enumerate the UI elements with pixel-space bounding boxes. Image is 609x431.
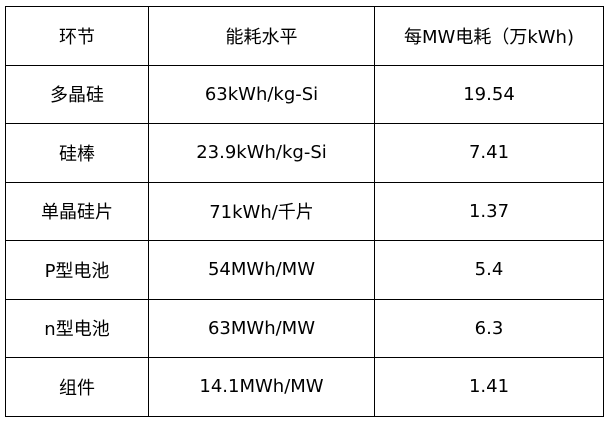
table-cell: 多晶硅 xyxy=(5,64,149,124)
energy-consumption-table: 环节 能耗水平 每MW电耗（万kWh) 多晶硅 63kWh/kg-Si 19.54 硅… xyxy=(5,6,604,417)
table-cell: 7.41 xyxy=(374,123,604,183)
table-cell: P型电池 xyxy=(5,240,149,300)
table-cell: 14.1MWh/MW xyxy=(148,357,375,417)
table-cell: 6.3 xyxy=(374,298,604,358)
table-cell: 1.37 xyxy=(374,181,604,241)
table-cell: 硅棒 xyxy=(5,123,149,183)
table-cell: 5.4 xyxy=(374,240,604,300)
header-row: 环节 能耗水平 每MW电耗（万kWh) xyxy=(5,6,604,66)
header-cell: 环节 xyxy=(5,6,149,66)
table-cell: 54MWh/MW xyxy=(148,240,375,300)
table-row: P型电池 54MWh/MW 5.4 xyxy=(5,240,604,300)
table-cell: 19.54 xyxy=(374,64,604,124)
table-cell: 23.9kWh/kg-Si xyxy=(148,123,375,183)
table-cell: 单晶硅片 xyxy=(5,181,149,241)
table-row: 单晶硅片 71kWh/千片 1.37 xyxy=(5,181,604,241)
table-cell: 1.41 xyxy=(374,357,604,417)
table-row: 组件 14.1MWh/MW 1.41 xyxy=(5,357,604,417)
table-cell: 63kWh/kg-Si xyxy=(148,64,375,124)
table-cell: 组件 xyxy=(5,357,149,417)
table-row: n型电池 63MWh/MW 6.3 xyxy=(5,298,604,358)
table-cell: 71kWh/千片 xyxy=(148,181,375,241)
table-row: 多晶硅 63kWh/kg-Si 19.54 xyxy=(5,64,604,124)
table-row: 硅棒 23.9kWh/kg-Si 7.41 xyxy=(5,123,604,183)
header-cell: 每MW电耗（万kWh) xyxy=(374,6,604,66)
header-cell: 能耗水平 xyxy=(148,6,375,66)
table-cell: n型电池 xyxy=(5,298,149,358)
table-cell: 63MWh/MW xyxy=(148,298,375,358)
